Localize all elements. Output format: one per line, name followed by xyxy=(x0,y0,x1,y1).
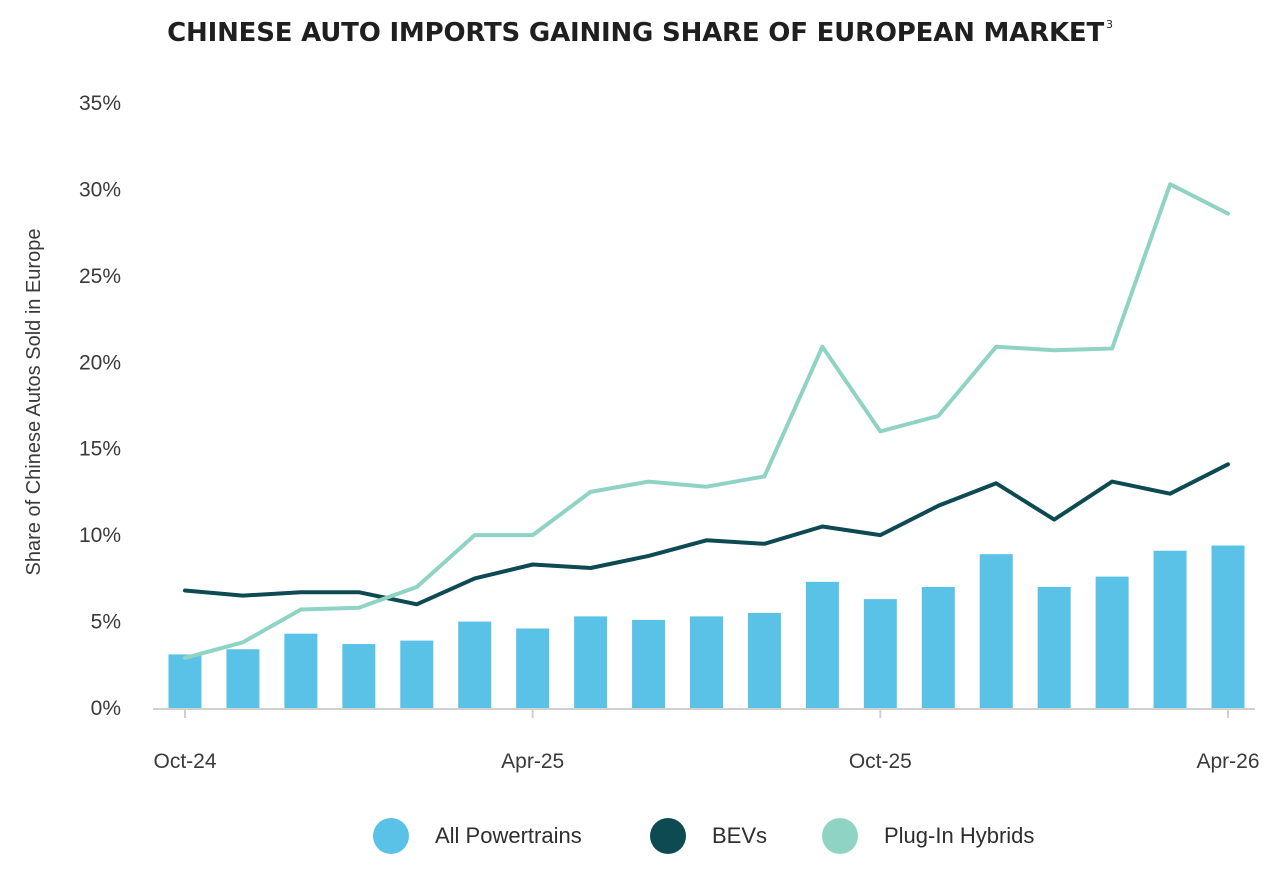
y-tick-label: 0% xyxy=(91,697,121,720)
bar-all-powertrains xyxy=(226,649,260,708)
y-tick-label: 10% xyxy=(79,524,121,547)
y-tick-label: 25% xyxy=(79,265,121,288)
x-tick-label: Apr-26 xyxy=(1196,750,1259,773)
legend-item-plug-in-hybrids: Plug-In Hybrids xyxy=(822,818,1034,854)
bar-all-powertrains xyxy=(168,654,202,708)
line-series-group xyxy=(183,182,1230,660)
bar-all-powertrains xyxy=(979,554,1013,708)
bar-all-powertrains xyxy=(690,616,723,708)
bar-all-powertrains xyxy=(574,616,608,708)
bar-all-powertrains xyxy=(342,644,376,708)
bar-all-powertrains xyxy=(1095,576,1129,708)
y-tick-label: 35% xyxy=(79,92,121,115)
bar-all-powertrains xyxy=(921,587,955,708)
title-footnote-marker: 3 xyxy=(1106,18,1113,32)
bar-all-powertrains xyxy=(284,633,318,708)
bar-all-powertrains xyxy=(1153,550,1187,708)
x-tick-label: Apr-25 xyxy=(501,750,564,773)
legend: All Powertrains BEVs Plug-In Hybrids xyxy=(0,812,1280,862)
bar-all-powertrains xyxy=(1037,587,1071,708)
bar-all-powertrains xyxy=(863,599,897,708)
legend-label-all-powertrains: All Powertrains xyxy=(435,823,582,848)
bar-all-powertrains xyxy=(458,621,492,708)
bar-all-powertrains xyxy=(400,640,434,708)
bar-all-powertrains xyxy=(516,628,550,708)
bar-all-powertrains xyxy=(747,612,781,708)
x-tick-label: Oct-24 xyxy=(153,750,216,773)
bar-all-powertrains xyxy=(805,581,839,708)
chart-title-text: CHINESE AUTO IMPORTS GAINING SHARE OF EU… xyxy=(167,18,1105,48)
y-axis-title: Share of Chinese Autos Sold in Europe xyxy=(23,229,45,576)
legend-swatch-all-powertrains xyxy=(373,818,409,854)
y-tick-label: 5% xyxy=(91,611,121,634)
bar-all-powertrains xyxy=(1211,545,1245,708)
y-tick-label: 15% xyxy=(79,438,121,461)
line-bevs xyxy=(183,462,1230,607)
line-plug-in-hybrids xyxy=(183,182,1230,660)
bar-series-all-powertrains xyxy=(168,545,1245,708)
legend-item-all-powertrains: All Powertrains xyxy=(373,818,582,854)
x-axis: Oct-24 Apr-25 Oct-25 Apr-26 xyxy=(153,708,1260,773)
bar-all-powertrains xyxy=(632,619,666,708)
y-tick-label: 30% xyxy=(79,178,121,201)
legend-swatch-plug-in-hybrids xyxy=(822,818,858,854)
x-tick-label: Oct-25 xyxy=(849,750,912,773)
legend-label-bevs: BEVs xyxy=(712,823,768,848)
y-axis-ticks: 0% 5% 10% 15% 20% 25% 30% 35% xyxy=(79,92,121,720)
y-tick-label: 20% xyxy=(79,351,121,374)
legend-label-plug-in-hybrids: Plug-In Hybrids xyxy=(884,823,1035,848)
legend-item-bevs: BEVs xyxy=(650,818,767,854)
chart-title: CHINESE AUTO IMPORTS GAINING SHARE OF EU… xyxy=(0,18,1280,48)
legend-swatch-bevs xyxy=(650,818,686,854)
